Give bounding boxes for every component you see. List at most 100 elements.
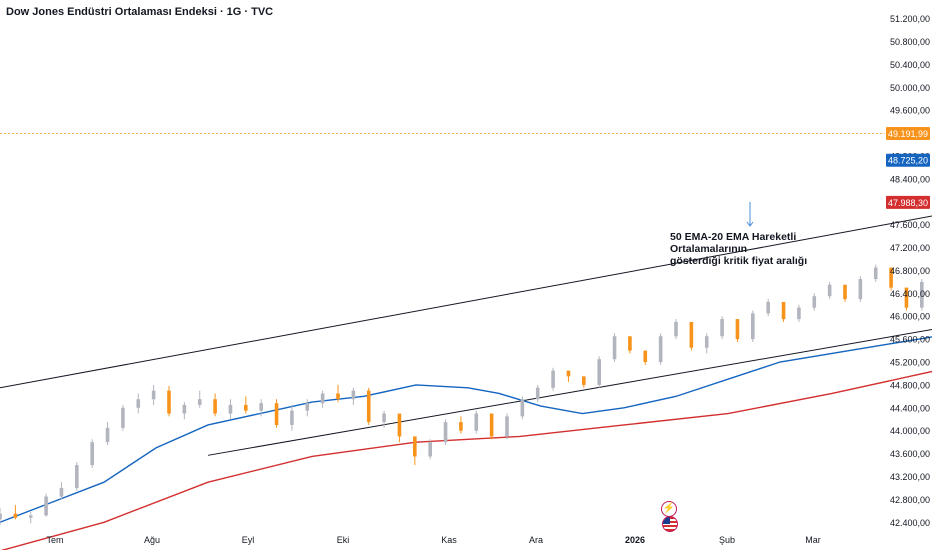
x-tick-label: Mar (805, 535, 821, 545)
y-tick-label: 44.800,00 (890, 380, 930, 390)
y-tick-label: 44.400,00 (890, 403, 930, 413)
candle-body (274, 403, 279, 425)
y-tick-label: 43.600,00 (890, 449, 930, 459)
candle-body (489, 413, 494, 437)
down-arrow-head (746, 221, 754, 227)
candle-body (843, 284, 847, 300)
x-tick-label: 2026 (625, 535, 645, 545)
candle-body (121, 407, 125, 428)
price-label-layer: 49.191,99 48.725,20 47.988,30 (886, 127, 930, 209)
y-tick-label: 48.400,00 (890, 174, 930, 184)
price-label-1: 49.191,99 (888, 129, 928, 139)
ema-layer (0, 336, 932, 550)
candle-body (766, 301, 770, 314)
ema20-line (0, 336, 932, 523)
candle-body (797, 307, 801, 320)
candle-body (920, 281, 924, 308)
candle-body (366, 390, 371, 423)
annotation-arrow-layer (746, 202, 754, 227)
y-tick-label: 46.000,00 (890, 312, 930, 322)
candle-body (0, 513, 2, 520)
candle-body (751, 313, 755, 340)
y-tick-label: 50.400,00 (890, 60, 930, 70)
annotation-line-2: gösterdiği kritik fiyat aralığı (670, 255, 808, 267)
y-tick-label: 50.800,00 (890, 37, 930, 47)
candle-body (320, 393, 325, 404)
candle-body (582, 376, 586, 385)
candle-body (628, 336, 632, 351)
candle-body (28, 515, 33, 518)
y-axis: 51.200,00 50.800,00 50.400,00 50.000,00 49.6… (890, 14, 930, 528)
y-tick-label: 50.000,00 (890, 83, 930, 93)
y-tick-label: 42.800,00 (890, 495, 930, 505)
annotation-line-1: 50 EMA-20 EMA Hareketli Ortalamalarının (670, 231, 797, 255)
candle-body (674, 321, 678, 337)
candle-body (197, 399, 202, 405)
x-tick-label: Tem (46, 535, 63, 545)
candle-body (413, 436, 417, 457)
candle-layer (0, 264, 924, 526)
candle-body (858, 279, 863, 300)
candle-body (812, 296, 817, 308)
candle-body (551, 370, 555, 388)
x-tick-label: Şub (719, 535, 735, 545)
candle-body (44, 496, 48, 516)
candle-body (904, 287, 909, 308)
candle-body (59, 487, 64, 497)
y-tick-label: 47.600,00 (890, 220, 930, 230)
candle-body (720, 319, 724, 337)
y-tick-label: 42.400,00 (890, 518, 930, 528)
ema50-line (0, 370, 932, 550)
candle-body (428, 442, 432, 457)
y-tick-label: 46.800,00 (890, 266, 930, 276)
candle-body (167, 390, 171, 414)
y-tick-label: 51.200,00 (890, 14, 930, 24)
candle-body (105, 427, 110, 443)
candle-body (873, 267, 878, 280)
chart-title: Dow Jones Endüstri Ortalaması Endeksi · … (6, 6, 274, 18)
price-label-3: 47.988,30 (888, 198, 928, 208)
candle-body (505, 416, 509, 437)
candle-body (13, 513, 18, 518)
candle-body (397, 413, 402, 437)
x-tick-label: Kas (441, 535, 457, 545)
y-tick-label: 49.600,00 (890, 106, 930, 116)
candle-body (443, 422, 448, 443)
annotation-text: 50 EMA-20 EMA Hareketli Ortalamalarının … (670, 231, 870, 267)
price-label-bg (886, 195, 930, 209)
candle-body (259, 403, 263, 411)
y-tick-label: 44.000,00 (890, 426, 930, 436)
candle-body (213, 399, 217, 414)
candle-body (735, 319, 740, 340)
y-tick-label: 45.200,00 (890, 358, 930, 368)
candle-body (643, 350, 648, 363)
candle-body (889, 267, 893, 288)
price-label-bg (886, 153, 930, 167)
channel-layer (0, 215, 932, 456)
candle-body (535, 387, 540, 400)
candle-body (658, 336, 663, 363)
candle-body (228, 404, 233, 414)
candle-body (75, 465, 79, 488)
candle-body (90, 442, 94, 466)
candle-body (597, 359, 601, 385)
candle-body (351, 390, 356, 400)
us-flag-icon[interactable] (662, 516, 678, 532)
candle-body (474, 413, 479, 431)
price-label-bg (886, 127, 930, 141)
candle-body (704, 336, 709, 348)
bolt-icon[interactable]: ⚡ (661, 501, 677, 517)
channel-line-2 (207, 329, 932, 456)
x-tick-label: Eki (337, 535, 350, 545)
candle-body (612, 336, 617, 360)
candle-body (244, 404, 248, 411)
candle-body (290, 410, 294, 425)
y-tick-label: 47.200,00 (890, 243, 930, 253)
candle-body (182, 404, 187, 414)
price-label-2: 48.725,20 (888, 156, 928, 166)
y-tick-label: 46.400,00 (890, 289, 930, 299)
x-tick-label: Ağu (144, 535, 160, 545)
candle-body (827, 284, 832, 297)
